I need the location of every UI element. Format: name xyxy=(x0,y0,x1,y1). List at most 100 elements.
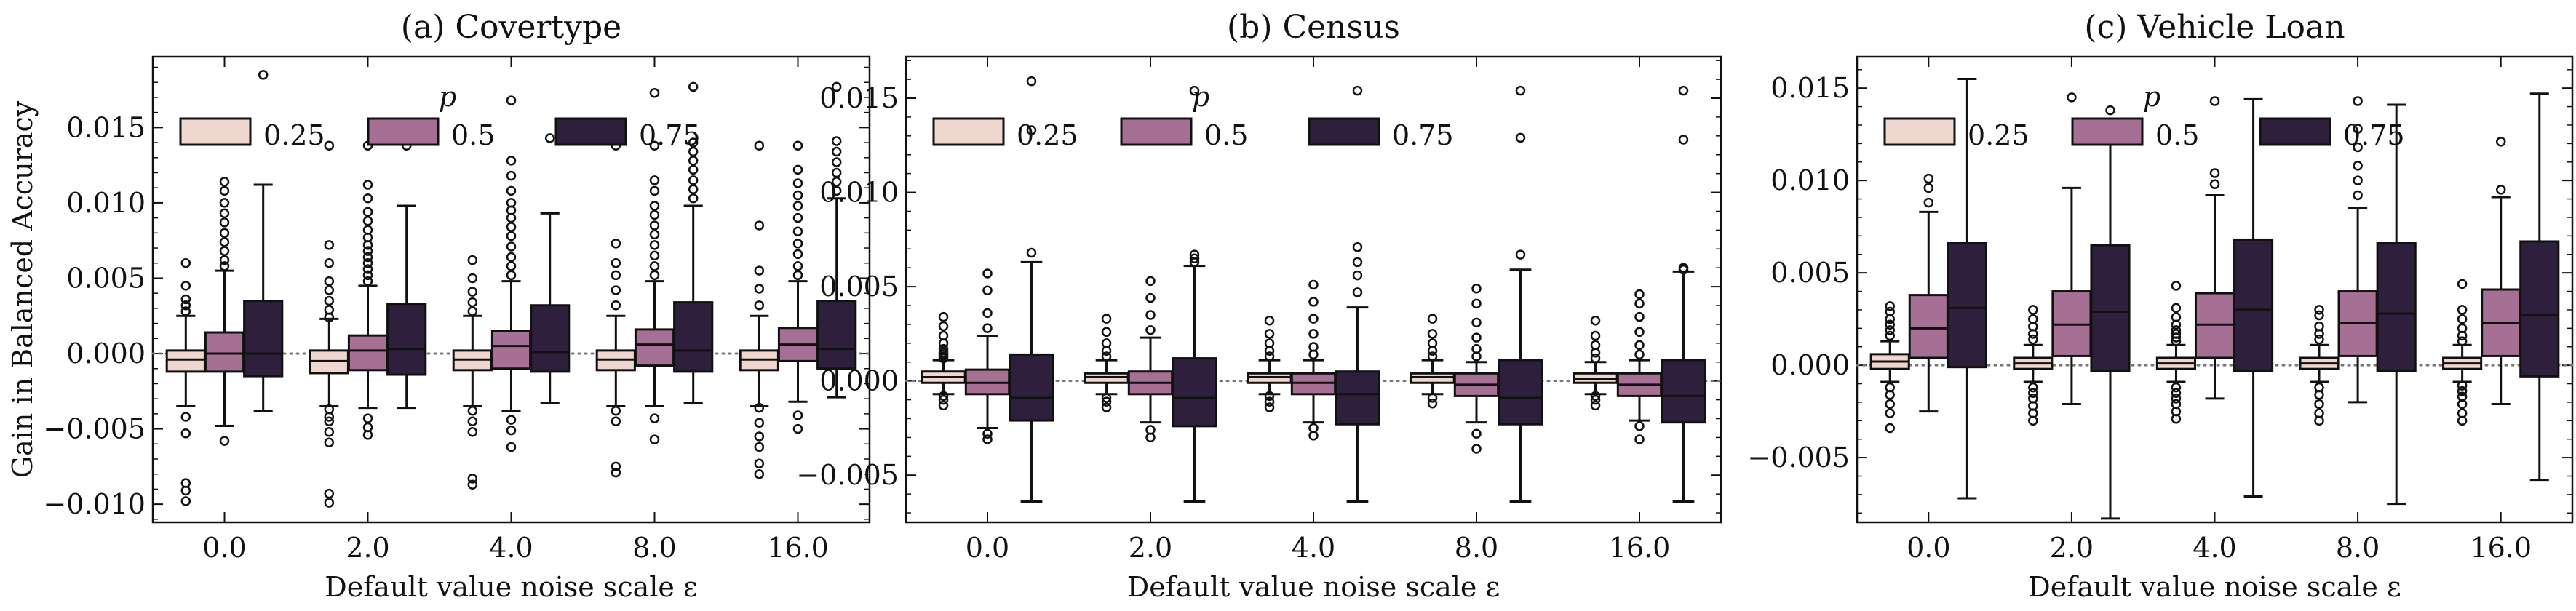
chart-panel-1: (a) Covertype −0.010 −0.005 0.000 0.005 0.010… xyxy=(7,9,871,603)
legend-swatch xyxy=(932,117,1005,146)
outlier-point xyxy=(1471,298,1482,309)
box-0.25-eps-0.0 xyxy=(921,311,966,411)
outlier-point xyxy=(831,177,842,187)
outlier-point xyxy=(2457,279,2468,289)
outlier-point xyxy=(1634,289,1645,300)
outlier-point xyxy=(467,426,478,437)
outlier-point xyxy=(219,228,230,239)
outlier-point xyxy=(1101,351,1112,362)
outlier-point xyxy=(792,261,803,271)
box-0.5-eps-2.0 xyxy=(347,140,389,440)
outlier-point xyxy=(1427,351,1438,362)
x-tick-label: 8.0 xyxy=(2336,532,2380,564)
box-iqr xyxy=(1661,359,1706,424)
outlier-point xyxy=(467,297,478,308)
legend-title: p xyxy=(1192,81,1209,113)
outlier-point xyxy=(362,264,373,274)
legend-swatch xyxy=(179,117,252,146)
y-tick-label: 0.005 xyxy=(819,271,899,303)
box-0.25-eps-4.0 xyxy=(452,255,493,490)
box-0.75-eps-2.0 xyxy=(386,140,427,410)
legend-label: 0.75 xyxy=(639,119,701,151)
outlier-point xyxy=(831,136,842,146)
outlier-point xyxy=(1634,434,1645,444)
box-0.5-eps-0.0 xyxy=(204,177,245,446)
outlier-point xyxy=(649,270,660,281)
y-tick-label: 0.010 xyxy=(819,177,899,209)
box-0.25-eps-16.0 xyxy=(739,140,779,479)
outlier-point xyxy=(938,400,949,411)
box-0.75-eps-16.0 xyxy=(1661,85,1706,503)
outlier-point xyxy=(1145,276,1156,287)
box-0.5-eps-8.0 xyxy=(634,87,675,444)
outlier-point xyxy=(1264,402,1275,412)
outlier-point xyxy=(219,208,230,219)
x-tick-label: 4.0 xyxy=(2193,532,2236,564)
x-tick-label: 4.0 xyxy=(1292,532,1335,564)
outlier-point xyxy=(1352,270,1363,281)
legend-swatch xyxy=(1883,117,1956,146)
outlier-point xyxy=(688,146,699,157)
outlier-point xyxy=(792,239,803,249)
outlier-point xyxy=(688,184,699,195)
outlier-point xyxy=(938,394,949,405)
outlier-point xyxy=(1308,431,1319,441)
box-iqr xyxy=(204,331,245,373)
box-0.5-eps-2.0 xyxy=(2051,92,2092,405)
outlier-point xyxy=(611,461,621,472)
outlier-point xyxy=(2457,380,2468,391)
box-0.25-eps-4.0 xyxy=(1247,316,1292,412)
outlier-point xyxy=(362,207,373,217)
y-tick-label: −0.010 xyxy=(43,488,146,520)
box-0.75-eps-2.0 xyxy=(1172,85,1217,503)
outlier-point xyxy=(1885,306,1895,317)
box-iqr xyxy=(165,349,206,373)
outlier-point xyxy=(1427,399,1438,409)
outlier-point xyxy=(362,258,373,268)
outlier-point xyxy=(982,428,993,439)
outlier-point xyxy=(324,412,335,422)
outlier-point xyxy=(1189,85,1200,96)
outlier-point xyxy=(1923,183,1934,193)
outlier-point xyxy=(649,201,660,211)
outlier-point xyxy=(506,442,517,452)
outlier-point xyxy=(1471,444,1482,454)
outlier-point xyxy=(2353,161,2363,171)
box-0.75-eps-16.0 xyxy=(2519,92,2560,482)
x-tick-label: 0.0 xyxy=(1907,532,1950,564)
outlier-point xyxy=(754,265,765,276)
outlier-point xyxy=(2028,388,2038,398)
outlier-point xyxy=(1678,135,1689,145)
x-tick-label: 4.0 xyxy=(489,532,533,564)
outlier-point xyxy=(1264,391,1275,402)
outlier-point xyxy=(324,140,335,151)
outlier-point xyxy=(2209,179,2220,189)
outlier-point xyxy=(324,285,335,295)
box-iqr xyxy=(2376,242,2417,372)
outlier-point xyxy=(792,249,803,260)
y-tick-label: −0.005 xyxy=(1747,442,1850,474)
outlier-point xyxy=(362,216,373,226)
outlier-point xyxy=(180,485,191,496)
box-0.5-eps-4.0 xyxy=(490,95,532,452)
outlier-point xyxy=(506,222,517,232)
outlier-point xyxy=(1026,125,1037,135)
box-0.25-eps-16.0 xyxy=(2442,279,2483,426)
outlier-point xyxy=(1923,173,1934,184)
chart-title: (b) Census xyxy=(1227,9,1400,46)
outlier-point xyxy=(219,261,230,271)
outlier-point xyxy=(362,270,373,281)
outlier-point xyxy=(1308,342,1319,352)
outlier-point xyxy=(2028,415,2038,426)
x-tick-label: 16.0 xyxy=(2470,532,2532,564)
legend-swatch xyxy=(1308,117,1380,146)
outlier-point xyxy=(1471,283,1482,294)
outlier-point xyxy=(792,178,803,188)
outlier-point xyxy=(2353,124,2363,134)
outlier-point xyxy=(219,436,230,446)
outlier-point xyxy=(180,428,191,439)
box-0.75-eps-2.0 xyxy=(2090,105,2131,520)
outlier-point xyxy=(1352,287,1363,297)
outlier-point xyxy=(611,239,621,249)
box-0.25-eps-2.0 xyxy=(1084,314,1129,412)
